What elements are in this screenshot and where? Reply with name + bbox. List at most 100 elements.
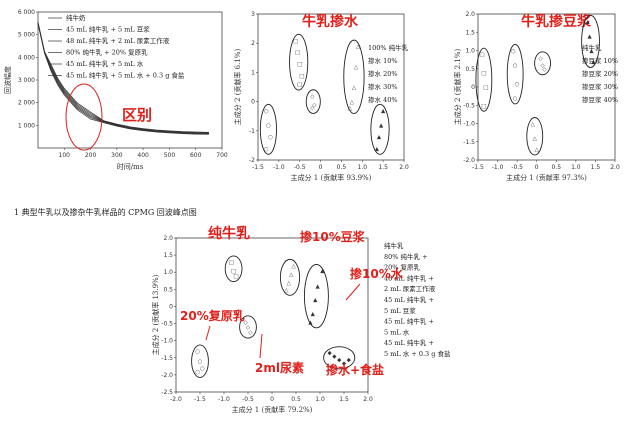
annotation-label: 掺10%水 [350,266,404,281]
data-point: □ [299,73,304,79]
cluster-ellipse [259,103,277,155]
cluster-ellipse [305,89,321,114]
data-point: ▲ [591,59,596,65]
legend-entry: 掺水 10% [368,56,398,65]
legend-entry: 48 mL 纯牛乳 + [384,273,434,282]
data-point: □ [295,50,300,56]
data-point: ◇ [312,103,317,109]
data-point: ▲ [375,146,380,152]
data-point: ◆ [347,357,352,363]
y-tick-label: 0 [251,99,255,106]
x-tick-label: 200 [85,152,97,159]
y-tick-label: 4 000 [18,54,35,61]
data-point: △ [284,287,289,293]
legend-entry: 2 mL 尿素工作液 [384,284,436,293]
y-tick-label: 1.0 [465,48,475,55]
cluster-ellipse [303,264,329,329]
plot-frame [257,13,405,161]
soymilk-adulteration-pca-chart: -1.5 -1.0 -0.5 0 0.5 1.0 1.5 2.0-2.0-1.5-1.0-0.… [453,11,620,182]
data-point: ◇ [542,67,547,73]
data-point: △ [287,280,292,286]
y-tick-label: -0.5 [463,102,475,109]
legend-entry: 45 mL 纯牛乳 + [384,317,434,326]
annotation-arrow [259,333,263,359]
x-tick-label: 400 [137,152,149,159]
x-tick-label: 0 [535,164,539,171]
x-tick-label: 600 [190,152,202,159]
data-point: △ [291,263,296,269]
x-tick-label: 0.5 [552,164,562,171]
x-tick-label: -1.0 [218,396,230,403]
legend-entry: 掺水 40% [368,95,398,104]
x-tick-label: 700 [216,152,228,159]
series-line [37,23,209,135]
x-tick-label: 0.5 [337,164,347,171]
data-point: ○ [264,146,269,152]
legend-entry: 45 mL 纯牛乳 + [384,338,434,347]
data-point: ▲ [379,123,384,129]
data-point: ◇ [248,330,253,336]
data-point: ◇ [310,105,315,111]
data-point: ◇ [540,63,545,69]
series-line [37,24,209,135]
data-point: △ [289,272,294,278]
annotation-arrow [205,325,211,341]
y-tick-label: -1.5 [463,139,475,146]
legend-entry: 80% 纯牛乳 + 20% 复原乳 [66,48,148,57]
y-tick-label: 3 [251,11,255,18]
y-tick-label: 2 000 [18,100,35,107]
x-tick-label: 2.0 [363,396,373,403]
data-point: △ [354,65,359,71]
chart-title: 牛乳掺豆浆 [521,13,592,30]
legend-entry: 80% 纯牛乳 + [384,252,428,261]
data-point: ▲ [589,49,594,55]
legend-entry: 45 mL 纯牛乳 + 5 mL 水 + 0.3 g 食盐 [66,71,185,80]
cluster-ellipse [289,33,309,91]
legend-entry: 掺豆浆 20% [582,69,618,78]
data-point: ◇ [243,320,248,326]
data-point: ▲ [308,320,313,326]
data-point: △ [348,105,353,111]
x-tick-label: -1.5 [252,164,264,171]
legend-entry: 掺豆浆 30% [582,82,618,91]
data-point: ○ [513,63,518,69]
legend-entry: 48 mL 纯牛乳 + 2 mL 尿素工作液 [66,36,170,45]
x-tick-label: 0 [270,396,274,403]
data-point: ○ [513,96,518,102]
data-point: ◇ [539,56,544,62]
y-tick-label: 1.5 [465,29,475,36]
legend-entry: 掺水 30% [368,82,398,91]
data-point: □ [297,82,302,88]
y-tick-label: 0.5 [163,286,173,293]
x-tick-label: 500 [164,152,176,159]
y-axis-label: 主成分 2 (贡献率 6.1%) [233,49,242,126]
combined-pca-chart: -2.0 -1.5 -1.0 -0.5 0 0.5 1.0 1.5 2.0-2.5-2.0-1.… [151,225,451,414]
y-axis-label: 主成分 2 (贡献率 13.9%) [151,274,160,355]
figure-caption: 1 典型牛乳以及掺杂牛乳样品的 CPMG 回波峰点图 [14,207,197,217]
chart-title: 牛乳掺水 [302,13,359,30]
data-point: ○ [195,349,200,355]
x-tick-label: 1.0 [358,164,368,171]
data-point: △ [535,147,540,153]
data-point: □ [233,274,238,280]
y-tick-label: 2 [251,40,255,47]
y-tick-label: -2.0 [463,157,475,164]
legend-entry: 5 mL 水 + 0.3 g 食盐 [384,349,451,358]
y-tick-label: 0 [471,84,475,91]
legend-entry: 掺水 20% [368,69,398,78]
x-tick-label: 0.5 [291,396,301,403]
series-line [37,22,209,133]
x-tick-label: 1.5 [378,164,388,171]
data-point: □ [481,70,486,76]
annotation-label: 纯牛乳 [208,225,250,242]
annotation-difference: 区别 [122,106,152,124]
data-point: △ [352,85,357,91]
cluster-ellipse [191,344,209,378]
data-point: ▲ [315,284,320,290]
cluster-ellipse [224,255,243,283]
legend-entry: 纯牛乳 [384,241,404,250]
legend-entry: 纯牛奶 [66,13,86,22]
annotation-arrow [345,283,361,301]
legend-entry: 45 mL 纯牛乳 + [384,295,434,304]
